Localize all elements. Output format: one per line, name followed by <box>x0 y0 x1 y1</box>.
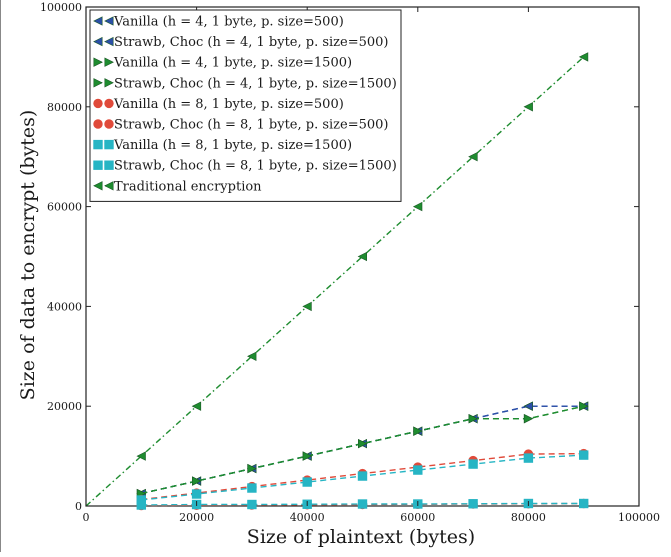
legend-item: Strawb, Choc (h = 4, 1 byte, p. size=500… <box>93 35 389 50</box>
series-point <box>412 201 423 212</box>
series-point <box>302 451 313 461</box>
series-point <box>413 426 423 436</box>
legend-marker <box>104 160 114 170</box>
series-point <box>191 489 202 499</box>
legend-label: Strawb, Choc (h = 8, 1 byte, p. size=150… <box>114 159 397 174</box>
series-8 <box>85 52 589 507</box>
legend-marker <box>93 98 103 109</box>
series-point <box>247 499 257 510</box>
x-tick-label: 20000 <box>179 511 214 524</box>
series-point <box>523 401 533 411</box>
legend-label: Vanilla (h = 8, 1 byte, p. size=500) <box>113 97 344 112</box>
legend-marker <box>104 181 114 191</box>
series-point <box>578 52 589 62</box>
legend-item: Traditional encryption <box>93 179 262 194</box>
series-point <box>136 451 146 461</box>
y-tick-label: 20000 <box>47 400 82 413</box>
legend-item: Vanilla (h = 8, 1 byte, p. size=1500) <box>93 138 352 153</box>
legend-marker <box>104 36 114 47</box>
series-point <box>579 498 589 509</box>
left-edge-line <box>0 0 1 552</box>
series-point <box>357 499 368 509</box>
legend-marker <box>104 16 114 26</box>
series-point <box>247 483 257 493</box>
y-tick-label: 0 <box>75 500 82 513</box>
series-line <box>85 56 585 507</box>
series-point <box>247 463 257 474</box>
legend-label: Traditional encryption <box>114 179 262 194</box>
x-tick-label: 80000 <box>511 511 546 524</box>
y-tick-label: 40000 <box>47 300 82 313</box>
series-1 <box>136 401 589 499</box>
legend-marker <box>93 16 103 26</box>
legend-label: Strawb, Choc (h = 8, 1 byte, p. size=500… <box>114 118 389 133</box>
y-tick-label: 80000 <box>47 101 82 114</box>
y-tick-label: 60000 <box>47 201 82 214</box>
legend-item: Strawb, Choc (h = 8, 1 byte, p. size=500… <box>93 118 389 133</box>
series-point <box>357 471 368 481</box>
series-point <box>468 499 478 509</box>
series-point <box>302 301 312 312</box>
x-tick-label: 40000 <box>290 511 325 524</box>
legend-marker <box>93 36 103 47</box>
legend-marker <box>93 57 103 67</box>
legend-marker <box>93 119 103 129</box>
series-point <box>136 500 147 510</box>
legend-item: Strawb, Choc (h = 8, 1 byte, p. size=150… <box>93 159 397 174</box>
series-0 <box>136 401 589 499</box>
series-point <box>192 476 202 486</box>
legend-label: Strawb, Choc (h = 4, 1 byte, p. size=500… <box>114 35 389 50</box>
legend-marker <box>93 181 103 191</box>
legend-marker <box>104 139 114 150</box>
legend-label: Vanilla (h = 4, 1 byte, p. size=1500) <box>113 56 352 71</box>
series-point <box>579 401 589 411</box>
legend-marker <box>93 160 103 170</box>
legend-marker <box>93 139 103 150</box>
legend-marker <box>104 57 114 67</box>
legend-item: Vanilla (h = 4, 1 byte, p. size=500) <box>93 15 344 30</box>
series-point <box>579 450 589 460</box>
y-tick-label: 100000 <box>40 1 82 14</box>
series-point <box>413 465 423 475</box>
series-3 <box>136 401 589 499</box>
series-point <box>247 351 257 361</box>
legend-label: Vanilla (h = 4, 1 byte, p. size=500) <box>113 15 344 30</box>
series-7 <box>136 498 589 510</box>
series-point <box>357 438 368 449</box>
x-tick-label: 100000 <box>618 511 660 524</box>
x-tick-label: 0 <box>83 511 90 524</box>
series-line <box>141 405 584 495</box>
legend-marker <box>104 98 114 109</box>
series-point <box>468 413 478 424</box>
series-point <box>302 477 312 487</box>
legend-label: Strawb, Choc (h = 4, 1 byte, p. size=150… <box>114 76 397 91</box>
series-point <box>357 251 368 262</box>
series-point <box>523 102 533 112</box>
legend-marker <box>93 78 103 88</box>
legend-box <box>89 9 402 202</box>
series-point <box>523 453 534 463</box>
legend-item: Strawb, Choc (h = 4, 1 byte, p. size=150… <box>93 76 397 91</box>
series-point <box>468 152 478 162</box>
series-point <box>191 401 202 411</box>
series-2 <box>136 401 589 499</box>
series-point <box>468 459 478 469</box>
x-axis-label: Size of plaintext (bytes) <box>247 526 475 548</box>
legend-marker <box>104 119 114 129</box>
legend-item: Vanilla (h = 8, 1 byte, p. size=500) <box>93 97 344 112</box>
legend-marker <box>104 78 114 88</box>
x-tick-label: 60000 <box>400 511 435 524</box>
series-6 <box>136 450 589 505</box>
legend-label: Vanilla (h = 8, 1 byte, p. size=1500) <box>113 138 352 153</box>
legend-item: Vanilla (h = 4, 1 byte, p. size=1500) <box>93 56 352 71</box>
y-axis-label: Size of data to encrypt (bytes) <box>17 110 39 401</box>
series-point <box>523 413 534 424</box>
